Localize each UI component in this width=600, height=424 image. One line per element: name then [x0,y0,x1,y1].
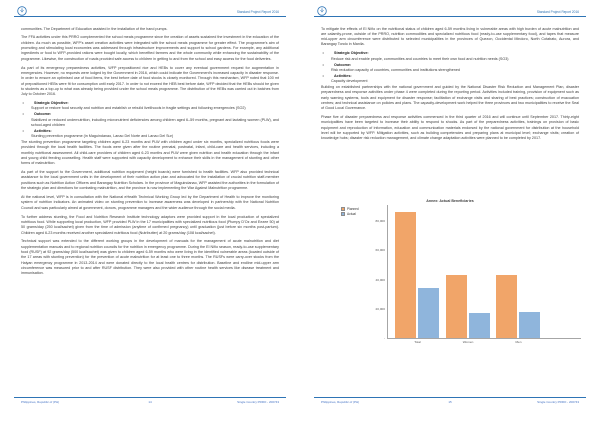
bar-planned-total [395,212,416,338]
footer-rule [14,397,286,399]
paragraph: Phase five of disaster preparedness and … [321,115,579,141]
paragraph: communities. The Department of Education… [21,26,168,31]
bullet-label: Outcome: [34,112,52,117]
bar-actual-women [468,313,490,338]
paragraph: As part of the support to the Government… [21,170,279,191]
page-left: Standard Project Report 2016 communities… [0,0,300,424]
paragraph: Building on established partnerships wit… [321,84,579,111]
bullet-item: Outcome:Stabilized or reduced undernutri… [21,112,280,128]
header-title: Standard Project Report 2016 [236,10,279,14]
y-axis-tick-label: 20,000 [375,306,385,311]
footer-rule [314,397,586,399]
bullet-label: Outcome: [334,62,352,67]
bullet-item: Strategic Objective:Reduce risk and enab… [321,51,579,62]
header-title: Standard Project Report 2016 [536,10,579,14]
paragraph: To further address stunting, the Food an… [21,214,279,235]
x-axis-category-label: Total [414,340,421,344]
paragraph: The stunting prevention programme target… [21,139,279,166]
bullet-text: Support or restore food security and nut… [31,106,246,111]
x-axis-category-label: Men [515,340,522,344]
bullet-item: Activities:Capacity development [321,74,579,85]
legend-swatch-icon [341,207,345,211]
bullet-item: Outcome:Risk reduction capacity of count… [321,63,579,74]
y-axis-tick-label: 40,000 [375,277,385,282]
footer-project: Single Country PRRO - 200743 [237,399,279,404]
page-number: 14 [148,399,152,404]
chart-plot: - 20,000 40,000 60,000 80,000 Total Women Men [376,205,581,344]
legend-entry-actual: Actual [341,212,359,217]
bullet-label: Activities: [334,73,352,78]
bullet-text: Stabilized or reduced undernutrition, in… [31,117,279,127]
bullet-item: Activities:Stunting prevention programme… [21,129,279,140]
paragraph: As part of its emergency preparedness ac… [21,65,280,97]
y-axis-tick-label: 60,000 [375,248,385,253]
chart-legend: Planned Actual [341,207,359,218]
bullet-text: Capacity development [331,79,368,84]
paragraph: Technical support was extended to the di… [21,239,279,276]
legend-entry-planned: Planned [341,207,359,211]
beneficiaries-chart: Annex: Actual Beneficiaries Planned Actua… [321,195,581,355]
legend-swatch-icon [341,212,345,217]
bullet-item: Strategic Objective:Support or restore f… [21,101,279,112]
bullet-text: Stunting prevention programme (in Maguin… [31,134,174,139]
page-number: 15 [448,399,452,404]
bullet-label: Activities: [34,128,52,133]
paragraph: The FFA activities under this PRRO compl… [21,35,279,61]
y-axis-tick-label: - [383,336,385,340]
header-rule [14,15,286,17]
page-body: communities. The Department of Education… [21,27,279,281]
footer-country: Philippines, Republic of (PH) [21,399,60,404]
footer-country: Philippines, Republic of (PH) [321,399,360,404]
footer: Philippines, Republic of (PH) 14 Single … [14,400,286,405]
bullet-text: Reduce risk and enable people, communiti… [331,56,509,61]
paragraph: At the national level, WFP is in consult… [21,195,279,210]
footer-project: Single Country PRRO - 200743 [537,399,579,404]
bullet-label: Strategic Objective: [34,101,69,106]
bar-actual-men [519,312,540,338]
y-axis-tick-label: 80,000 [375,219,385,224]
footer: Philippines, Republic of (PH) 15 Single … [314,400,586,405]
paragraph: To mitigate the effects of El Niño on th… [321,26,579,47]
page-body: To mitigate the effects of El Niño on th… [321,27,579,146]
bullet-label: Strategic Objective: [334,51,369,56]
legend-label: Planned [347,207,359,211]
bar-actual-total [418,288,439,338]
bar-planned-men [496,275,517,338]
header-rule [314,15,586,17]
wfp-logo-icon [17,3,27,16]
bar-planned-women [445,275,467,338]
legend-label: Actual [347,212,356,217]
bullet-text: Risk reduction capacity of countries, co… [331,67,460,72]
page-right: Standard Project Report 2016 To mitigate… [300,0,600,424]
x-axis-category-label: Women [462,340,474,344]
chart-title: Annex: Actual Beneficiaries [426,199,474,203]
wfp-logo-icon [317,3,327,16]
